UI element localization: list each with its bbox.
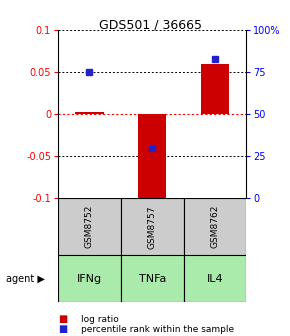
Bar xyxy=(184,198,246,255)
Text: GSM8752: GSM8752 xyxy=(85,205,94,249)
Text: IL4: IL4 xyxy=(207,274,223,284)
Text: agent ▶: agent ▶ xyxy=(6,274,45,284)
Bar xyxy=(121,198,184,255)
Text: IFNg: IFNg xyxy=(77,274,102,284)
Bar xyxy=(75,112,104,114)
Text: ■: ■ xyxy=(58,324,67,334)
Bar xyxy=(201,64,229,114)
Bar xyxy=(184,255,246,302)
Bar xyxy=(58,255,121,302)
Text: percentile rank within the sample: percentile rank within the sample xyxy=(81,325,234,334)
Text: log ratio: log ratio xyxy=(81,315,119,324)
Text: GSM8757: GSM8757 xyxy=(148,205,157,249)
Bar xyxy=(138,114,166,201)
Text: GSM8762: GSM8762 xyxy=(211,205,220,249)
Text: ■: ■ xyxy=(58,314,67,324)
Text: GDS501 / 36665: GDS501 / 36665 xyxy=(99,18,202,32)
Text: TNFa: TNFa xyxy=(139,274,166,284)
Bar xyxy=(58,198,121,255)
Bar xyxy=(121,255,184,302)
